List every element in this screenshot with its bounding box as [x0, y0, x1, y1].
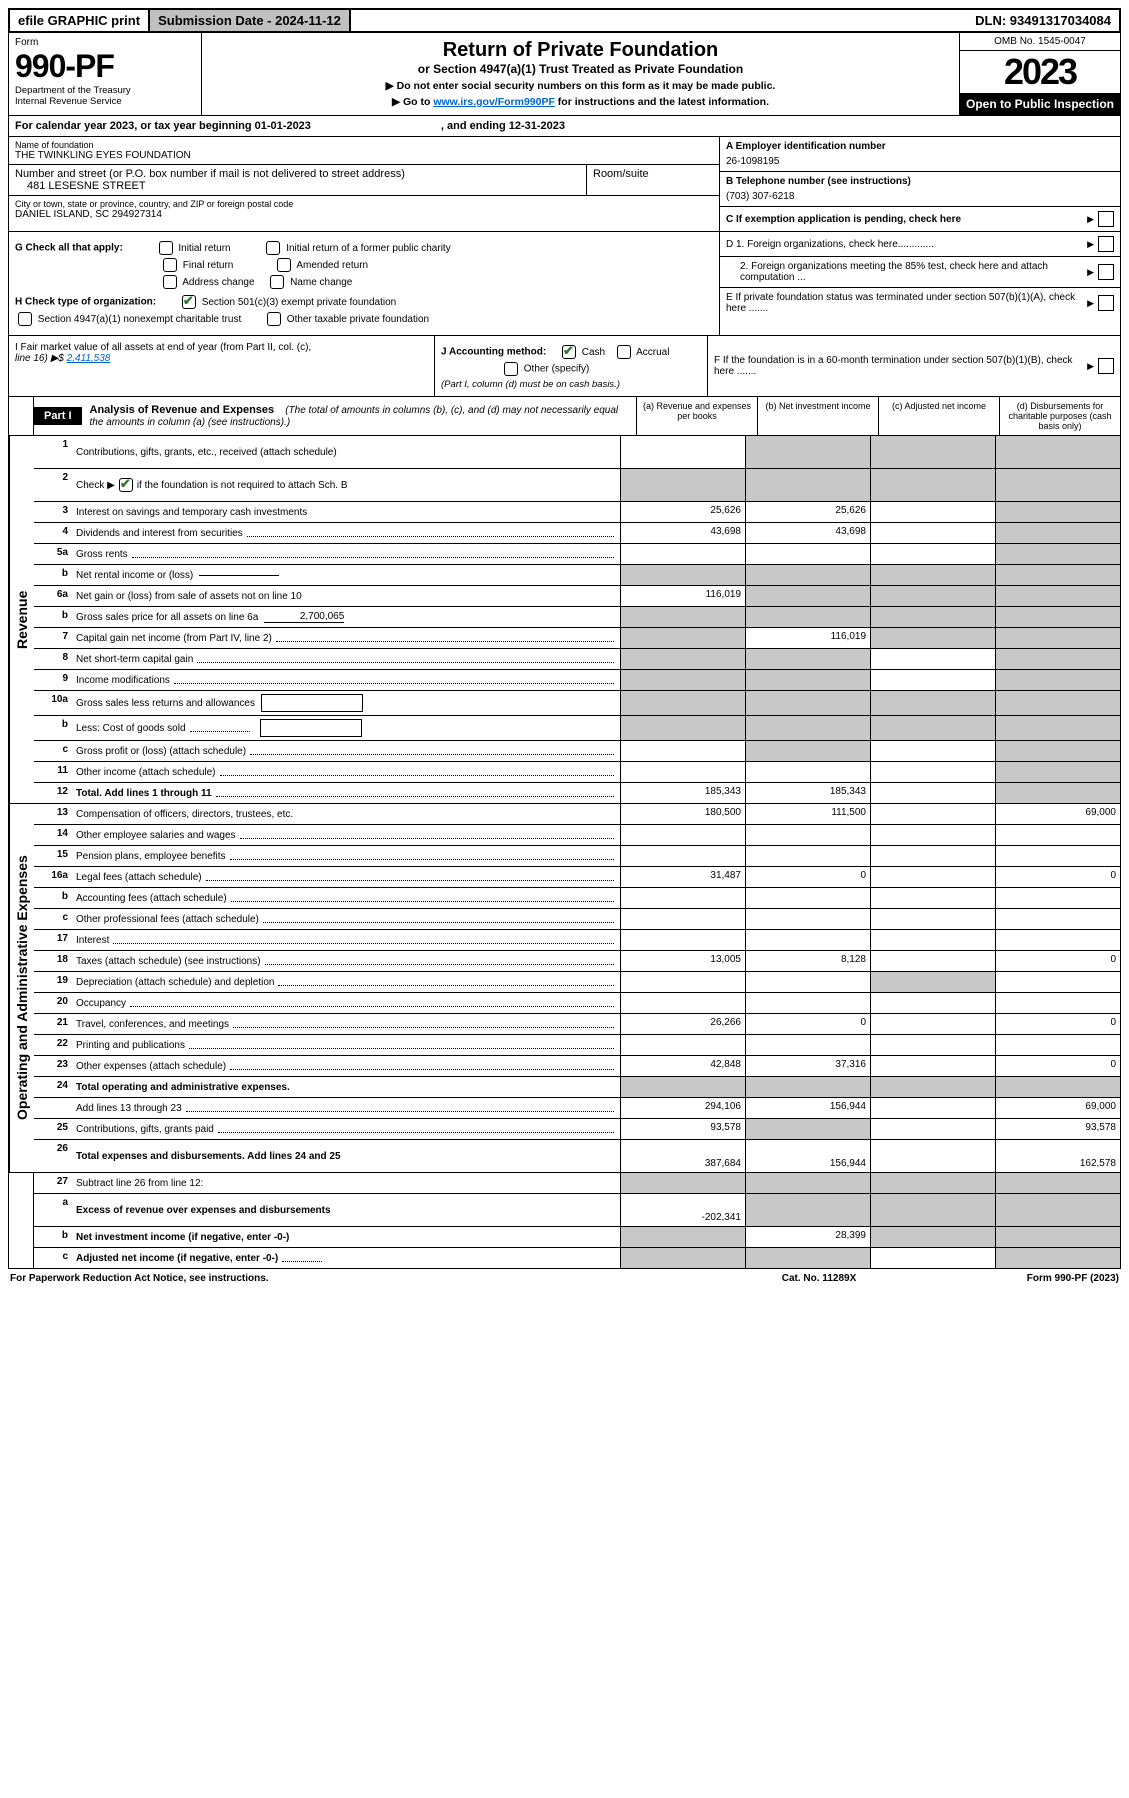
header-mid: Return of Private Foundation or Section … — [202, 33, 959, 115]
form-note1: ▶ Do not enter social security numbers o… — [208, 80, 953, 92]
entity-left: Name of foundation THE TWINKLING EYES FO… — [9, 137, 719, 231]
revenue-label: Revenue — [9, 436, 34, 803]
chk-cash[interactable] — [562, 345, 576, 359]
chk-final-return[interactable] — [163, 258, 177, 272]
gross-sales-box[interactable] — [261, 694, 363, 712]
foundation-name: THE TWINKLING EYES FOUNDATION — [15, 150, 713, 161]
omb-number: OMB No. 1545-0047 — [960, 33, 1120, 51]
cal-end: , and ending 12-31-2023 — [441, 120, 565, 132]
entity-right: A Employer identification number 26-1098… — [719, 137, 1120, 231]
chk-other-taxable[interactable] — [267, 312, 281, 326]
page-footer: For Paperwork Reduction Act Notice, see … — [8, 1269, 1121, 1288]
arrow-icon — [1087, 298, 1094, 309]
col-a-header: (a) Revenue and expenses per books — [636, 397, 757, 435]
chk-schb[interactable] — [119, 478, 133, 492]
entity-block: Name of foundation THE TWINKLING EYES FO… — [8, 137, 1121, 232]
phone: (703) 307-6218 — [726, 187, 1114, 202]
top-bar: efile GRAPHIC print Submission Date - 20… — [8, 8, 1121, 33]
header-right: OMB No. 1545-0047 2023 Open to Public In… — [959, 33, 1120, 115]
open-public: Open to Public Inspection — [960, 93, 1120, 115]
chk-name-change[interactable] — [270, 275, 284, 289]
expenses-section: Operating and Administrative Expenses 13… — [8, 804, 1121, 1173]
submission-date: Submission Date - 2024-11-12 — [150, 10, 351, 31]
col-b-header: (b) Net investment income — [757, 397, 878, 435]
section-j: J Accounting method: Cash Accrual Other … — [435, 336, 708, 396]
chk-amended[interactable] — [277, 258, 291, 272]
section-f: F If the foundation is in a 60-month ter… — [708, 336, 1120, 396]
ein: 26-1098195 — [726, 152, 1114, 167]
cat-number: Cat. No. 11289X — [719, 1273, 919, 1284]
room-suite: Room/suite — [586, 165, 719, 195]
chk-initial-former[interactable] — [266, 241, 280, 255]
cal-begin: For calendar year 2023, or tax year begi… — [15, 120, 311, 132]
section-g: G Check all that apply: Initial return I… — [9, 232, 719, 335]
form-note2: ▶ Go to www.irs.gov/Form990PF for instru… — [208, 96, 953, 108]
form-title: Return of Private Foundation — [208, 39, 953, 62]
section-d-e: D 1. Foreign organizations, check here..… — [719, 232, 1120, 335]
chk-4947[interactable] — [18, 312, 32, 326]
arrow-icon — [1087, 360, 1094, 372]
paperwork-notice: For Paperwork Reduction Act Notice, see … — [10, 1273, 719, 1284]
chk-d1[interactable] — [1098, 236, 1114, 252]
city-state-zip: DANIEL ISLAND, SC 294927314 — [15, 209, 713, 220]
chk-other-method[interactable] — [504, 362, 518, 376]
form-header: Form 990-PF Department of the Treasury I… — [8, 33, 1121, 116]
chk-initial-return[interactable] — [159, 241, 173, 255]
part1-label: Part I Analysis of Revenue and Expenses … — [9, 397, 636, 435]
form-number: 990-PF — [15, 48, 195, 85]
phone-block: B Telephone number (see instructions) (7… — [720, 172, 1120, 207]
form-subtitle: or Section 4947(a)(1) Trust Treated as P… — [208, 62, 953, 76]
cogs-box[interactable] — [260, 719, 362, 737]
efile-label: efile GRAPHIC print — [10, 10, 150, 31]
chk-accrual[interactable] — [617, 345, 631, 359]
rental-income-input[interactable] — [199, 575, 279, 576]
arrow-icon — [1087, 267, 1094, 278]
form-footer-label: Form 990-PF (2023) — [919, 1273, 1119, 1284]
form-label: Form — [15, 37, 195, 48]
header-left: Form 990-PF Department of the Treasury I… — [9, 33, 202, 115]
irs-link[interactable]: www.irs.gov/Form990PF — [433, 96, 555, 108]
chk-f[interactable] — [1098, 358, 1114, 374]
calendar-year-row: For calendar year 2023, or tax year begi… — [8, 116, 1121, 137]
chk-address-change[interactable] — [163, 275, 177, 289]
chk-501c3[interactable] — [182, 295, 196, 309]
dept-treasury: Department of the Treasury — [15, 85, 195, 96]
exemption-pending: C If exemption application is pending, c… — [720, 207, 1120, 231]
section-i: I Fair market value of all assets at end… — [9, 336, 435, 396]
expenses-label: Operating and Administrative Expenses — [9, 804, 34, 1172]
ein-block: A Employer identification number 26-1098… — [720, 137, 1120, 172]
foundation-name-row: Name of foundation THE TWINKLING EYES FO… — [9, 137, 719, 165]
gross-sales-6a: 2,700,065 — [264, 611, 344, 623]
col-c-header: (c) Adjusted net income — [878, 397, 999, 435]
part1-badge: Part I — [34, 407, 82, 425]
city-row: City or town, state or province, country… — [9, 196, 719, 223]
line27-section: 27Subtract line 26 from line 12: aExcess… — [8, 1173, 1121, 1269]
checkbox-c[interactable] — [1098, 211, 1114, 227]
fmv-value[interactable]: 2,411,538 — [67, 353, 111, 364]
arrow-icon — [1087, 214, 1094, 225]
tax-year: 2023 — [960, 51, 1120, 93]
dept-irs: Internal Revenue Service — [15, 96, 195, 107]
revenue-section: Revenue 1Contributions, gifts, grants, e… — [8, 436, 1121, 804]
chk-d2[interactable] — [1098, 264, 1114, 280]
chk-e[interactable] — [1098, 295, 1114, 311]
part1-header-row: Part I Analysis of Revenue and Expenses … — [8, 397, 1121, 436]
section-g-d: G Check all that apply: Initial return I… — [8, 232, 1121, 336]
arrow-icon — [1087, 239, 1094, 250]
section-i-j-f: I Fair market value of all assets at end… — [8, 336, 1121, 397]
address-row: Number and street (or P.O. box number if… — [9, 165, 719, 196]
col-d-header: (d) Disbursements for charitable purpose… — [999, 397, 1120, 435]
street-address: 481 LESESNE STREET — [15, 180, 580, 192]
dln: DLN: 93491317034084 — [967, 10, 1119, 31]
